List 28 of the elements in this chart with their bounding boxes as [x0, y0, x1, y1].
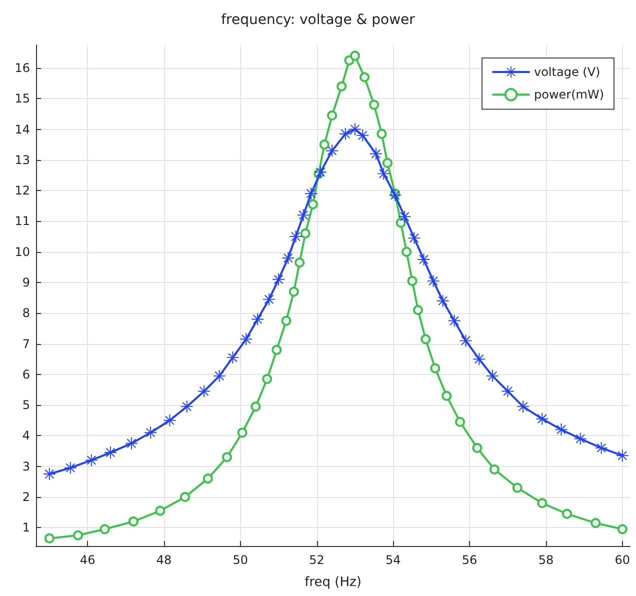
y-tick-label: 9 — [22, 275, 30, 290]
legend-label: voltage (V) — [534, 65, 600, 79]
legend-label: power(mW) — [534, 88, 604, 102]
y-tick-label: 15 — [14, 92, 30, 106]
x-tick-label: 50 — [232, 553, 248, 567]
y-tick-label: 2 — [22, 490, 30, 504]
chart-title: frequency: voltage & power — [221, 12, 416, 28]
y-tick-label: 12 — [14, 184, 30, 198]
x-tick-label: 58 — [538, 553, 554, 567]
y-tick-label: 3 — [22, 459, 30, 474]
x-tick-label: 54 — [386, 553, 401, 567]
y-tick-label: 10 — [14, 244, 30, 259]
y-tick-label: 5 — [22, 398, 30, 412]
y-tick-label: 13 — [14, 152, 30, 167]
y-tick-label: 16 — [14, 60, 30, 75]
y-tick-label: 4 — [22, 428, 30, 443]
y-tick-label: 8 — [22, 306, 30, 320]
x-tick-label: 48 — [156, 553, 172, 567]
y-tick-label: 14 — [14, 122, 30, 136]
y-tick-label: 1 — [22, 520, 30, 535]
x-tick-label: 60 — [614, 553, 630, 567]
x-tick-label: 56 — [462, 553, 478, 567]
x-tick-label: 46 — [80, 553, 96, 567]
y-tick-label: 6 — [22, 367, 30, 382]
y-tick-label: 7 — [22, 336, 30, 351]
x-tick-label: 52 — [309, 553, 324, 567]
y-tick-label: 11 — [14, 214, 30, 228]
x-axis-title: freq (Hz) — [304, 575, 362, 590]
